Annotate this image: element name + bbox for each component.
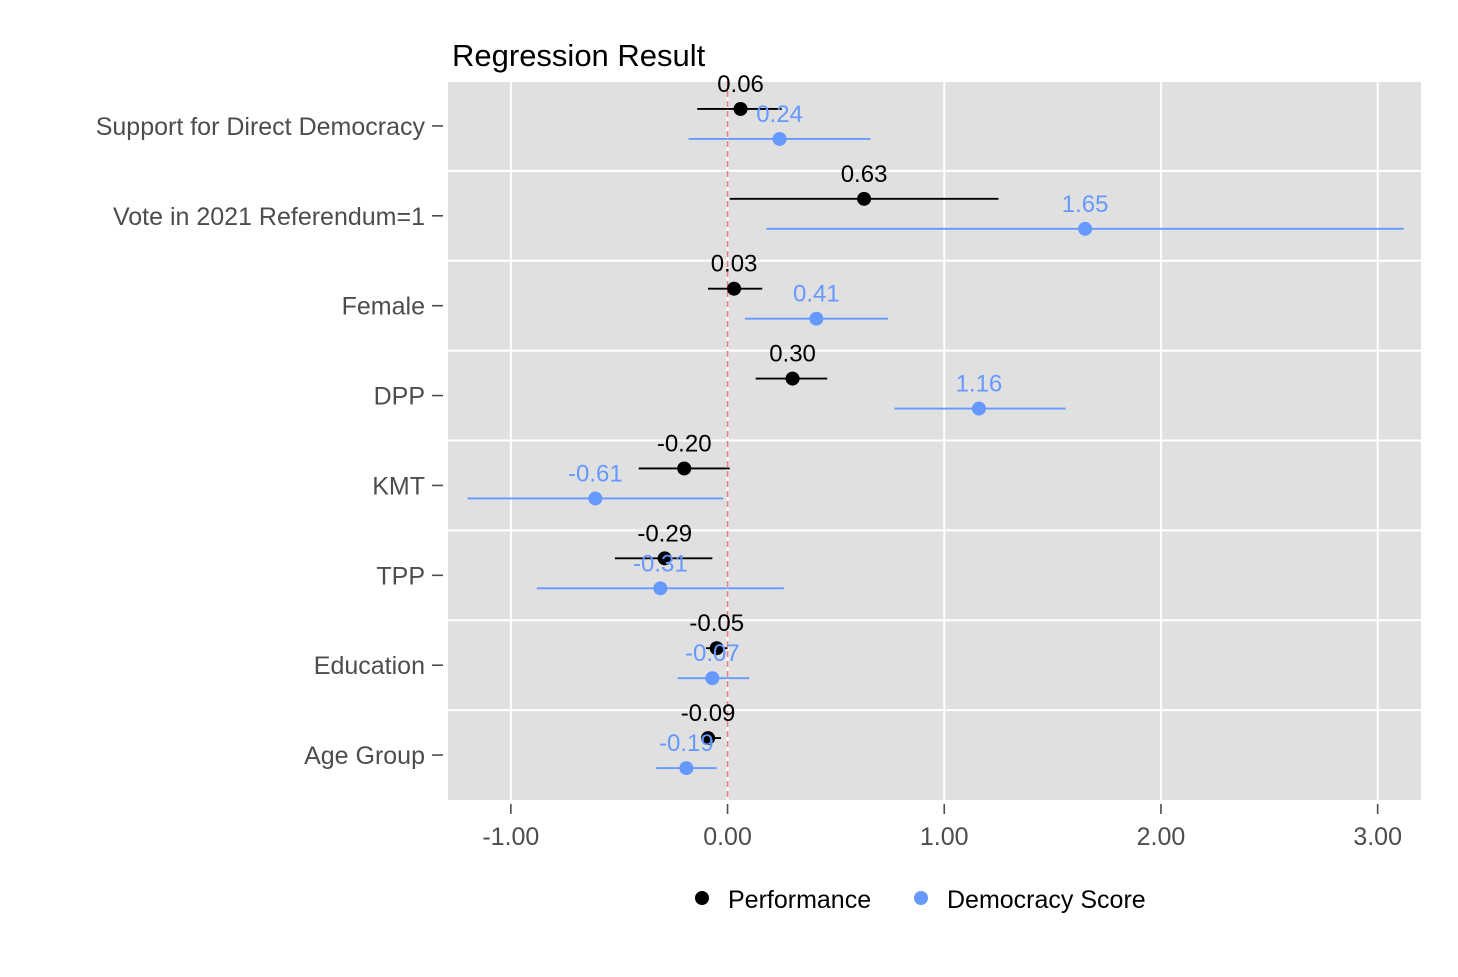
x-tick-label: -1.00	[482, 823, 539, 851]
point-estimate	[727, 281, 742, 296]
value-label: 0.24	[756, 101, 803, 128]
point-estimate	[653, 581, 668, 596]
category-label: Support for Direct Democracy	[96, 113, 426, 141]
point-estimate	[705, 671, 720, 686]
legend: Performance Democracy Score	[695, 886, 1146, 914]
value-label: -0.09	[681, 700, 736, 727]
legend-label: Performance	[728, 886, 871, 914]
value-labels: 0.06 0.63 0.03 0.30 -0.20 -0.29 -0.05 -0.09 0.24…	[568, 71, 1108, 757]
value-label: 0.63	[841, 161, 888, 188]
legend-label: Democracy Score	[947, 886, 1146, 914]
value-label: -0.19	[659, 730, 714, 757]
category-label: DPP	[374, 383, 425, 411]
point-estimate	[809, 311, 824, 326]
value-label: 0.06	[717, 71, 764, 98]
value-label: -0.20	[657, 430, 712, 457]
point-estimate	[733, 101, 748, 116]
value-label: -0.31	[633, 550, 688, 577]
x-tick-label: 1.00	[920, 823, 969, 851]
legend-key	[914, 891, 928, 905]
grid-lines	[448, 80, 1421, 800]
point-estimate	[709, 641, 724, 656]
category-axis: Support for Direct Democracy Vote in 2021…	[96, 113, 443, 770]
point-estimate	[772, 131, 787, 146]
point-estimate	[679, 761, 694, 776]
value-label: -0.05	[689, 610, 744, 637]
value-label: 0.03	[711, 251, 758, 278]
x-tick-label: 0.00	[703, 823, 752, 851]
point-estimates	[588, 101, 1093, 776]
value-label: 1.65	[1062, 191, 1109, 218]
point-estimate	[857, 191, 872, 206]
point-estimate	[1078, 221, 1093, 236]
category-label: KMT	[372, 472, 425, 500]
category-label: Education	[314, 652, 425, 680]
category-label: Age Group	[304, 742, 425, 770]
point-estimate	[588, 491, 603, 506]
value-label: 1.16	[956, 371, 1003, 398]
value-label: -0.07	[685, 640, 740, 667]
point-estimate	[677, 461, 692, 476]
category-label: Vote in 2021 Referendum=1	[113, 203, 425, 231]
chart-title: Regression Result	[452, 38, 706, 73]
value-label: -0.61	[568, 460, 623, 487]
point-estimate	[657, 551, 672, 566]
value-label: 0.30	[769, 341, 816, 368]
x-tick-label: 3.00	[1353, 823, 1402, 851]
point-estimate	[971, 401, 986, 416]
legend-key	[695, 891, 709, 905]
value-label: -0.29	[637, 520, 692, 547]
category-label: TPP	[376, 562, 425, 590]
point-estimate	[785, 371, 800, 386]
category-label: Female	[342, 293, 425, 321]
x-axis: -1.00 0.00 1.00 2.00 3.00	[482, 804, 1402, 851]
point-estimate	[701, 731, 716, 746]
value-label: 0.41	[793, 281, 840, 308]
x-tick-label: 2.00	[1137, 823, 1186, 851]
